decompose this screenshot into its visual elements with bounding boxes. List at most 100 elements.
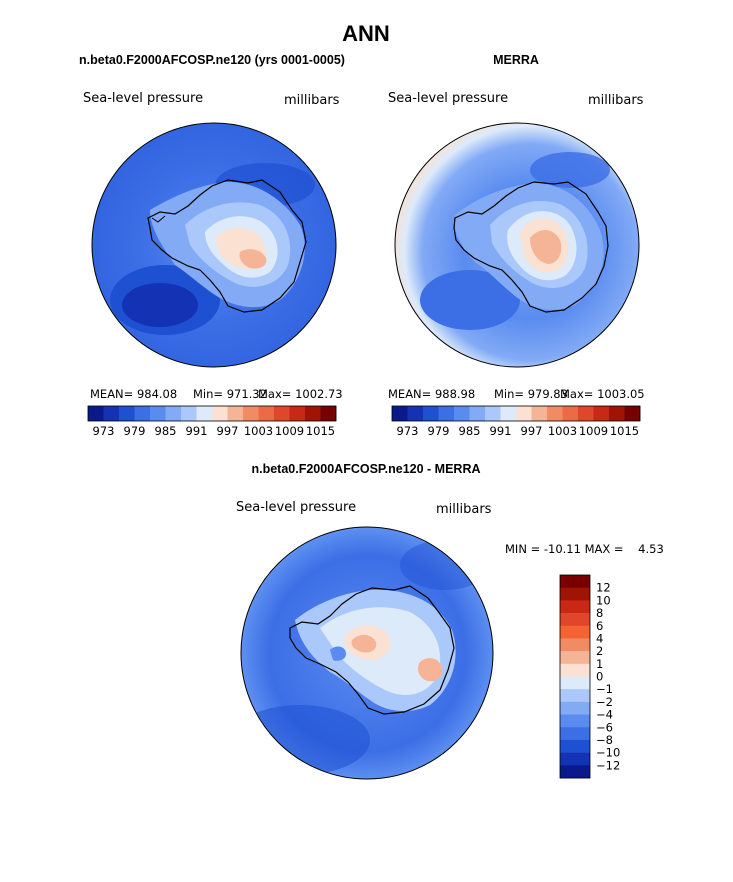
- colorbar-swatch: [407, 406, 424, 421]
- map-model: [92, 123, 336, 367]
- colorbar-swatch: [165, 406, 182, 421]
- colorbar-tick-label: 12: [596, 581, 611, 595]
- panel-model: n.beta0.F2000AFCOSP.ne120 (yrs 0001-0005…: [79, 53, 345, 438]
- colorbar-tick-label: 985: [459, 424, 481, 438]
- colorbar-tick-label: 1003: [244, 424, 273, 438]
- colorbar-swatch: [560, 765, 590, 779]
- panel-diff-minmax: MIN = -10.11 MAX = 4.53: [505, 542, 664, 556]
- colorbar-swatch: [560, 739, 590, 753]
- colorbar-tick-label: 0: [596, 670, 603, 684]
- colorbar-swatch: [423, 406, 439, 421]
- colorbar-swatch: [560, 752, 590, 766]
- colorbar-swatch: [454, 406, 470, 421]
- colorbar-swatch: [500, 406, 517, 421]
- colorbar-swatch: [274, 406, 290, 421]
- colorbar-tick-label: 6: [596, 619, 603, 633]
- colorbar-border: [559, 574, 591, 779]
- colorbar-border: [87, 405, 337, 422]
- colorbar-swatch: [593, 406, 610, 421]
- colorbar-tick-label: 1003: [548, 424, 577, 438]
- colorbar-swatch: [560, 689, 590, 703]
- colorbar-tick-label: −6: [596, 720, 613, 734]
- panel-obs-min: Min= 979.83: [494, 387, 568, 401]
- colorbar-border: [391, 405, 641, 422]
- colorbar-swatch: [305, 406, 321, 421]
- colorbar-swatch: [560, 701, 590, 715]
- colorbar-tick-label: −8: [596, 733, 613, 747]
- colorbar-tick-label: 4: [596, 631, 603, 645]
- panel-model-variable: Sea-level pressure: [83, 91, 203, 106]
- colorbar-tick-label: 1015: [306, 424, 335, 438]
- panel-diff-units: millibars: [436, 502, 492, 517]
- panel-obs-title: MERRA: [493, 53, 539, 67]
- colorbar-tick-label: 973: [93, 424, 115, 438]
- colorbar-tick-label: 979: [428, 424, 450, 438]
- colorbar-tick-label: 2: [596, 644, 603, 658]
- colorbar-swatch: [103, 406, 120, 421]
- colorbar-swatch: [560, 600, 590, 614]
- colorbar-swatch: [560, 676, 590, 690]
- colorbar-swatch: [88, 406, 104, 421]
- colorbar-swatch: [560, 613, 590, 627]
- colorbar-tick-label: −1: [596, 682, 613, 696]
- colorbar-swatch: [562, 406, 579, 421]
- colorbar-tick-label: 985: [155, 424, 177, 438]
- colorbar-swatch: [134, 406, 151, 421]
- colorbar-swatch: [560, 587, 590, 601]
- panel-model-min: Min= 971.32: [193, 387, 267, 401]
- panel-obs-mean: MEAN= 988.98: [388, 387, 475, 401]
- colorbar-swatch: [560, 575, 590, 588]
- colorbar-swatch: [243, 406, 259, 421]
- colorbar-tick-label: 1: [596, 657, 603, 671]
- colorbar-obs: 973 979 985 991 997 1003 1009 1015: [391, 405, 641, 438]
- colorbar-tick-label: 10: [596, 593, 611, 607]
- colorbar-swatch: [289, 406, 306, 421]
- panel-model-mean: MEAN= 984.08: [90, 387, 177, 401]
- panel-obs-variable: Sea-level pressure: [388, 91, 508, 106]
- colorbar-model: 973 979 985 991 997 1003 1009 1015: [87, 405, 337, 438]
- panel-model-max: Max= 1002.73: [258, 387, 343, 401]
- colorbar-swatch: [624, 406, 641, 421]
- panel-obs-units: millibars: [588, 93, 644, 108]
- colorbar-swatch: [560, 625, 590, 639]
- panel-diff-variable: Sea-level pressure: [236, 500, 356, 515]
- panel-diff: n.beta0.F2000AFCOSP.ne120 - MERRA Sea-le…: [236, 462, 664, 780]
- colorbar-swatch: [438, 406, 455, 421]
- panel-model-title: n.beta0.F2000AFCOSP.ne120 (yrs 0001-0005…: [79, 53, 345, 67]
- colorbar-swatch: [547, 406, 563, 421]
- colorbar-tick-label: 1015: [610, 424, 639, 438]
- colorbar-swatch: [560, 714, 590, 728]
- colorbar-swatch: [609, 406, 625, 421]
- colorbar-tick-label: 991: [490, 424, 512, 438]
- colorbar-swatch: [227, 406, 244, 421]
- colorbar-swatch: [560, 638, 590, 652]
- colorbar-tick-label: 973: [397, 424, 419, 438]
- colorbar-tick-label: 1009: [275, 424, 304, 438]
- panel-diff-title: n.beta0.F2000AFCOSP.ne120 - MERRA: [251, 462, 480, 476]
- colorbar-swatch: [560, 663, 590, 677]
- panel-obs: MERRA Sea-level pressure millibars MEAN=…: [388, 53, 645, 438]
- panel-obs-max: Max= 1003.05: [560, 387, 645, 401]
- colorbar-swatch: [119, 406, 135, 421]
- colorbar-swatch: [181, 406, 197, 421]
- colorbar-swatch: [485, 406, 501, 421]
- colorbar-tick-label: 8: [596, 606, 603, 620]
- colorbar-tick-label: 997: [217, 424, 239, 438]
- colorbar-tick-label: −10: [596, 746, 620, 760]
- colorbar-tick-label: −12: [596, 758, 620, 772]
- colorbar-swatch: [258, 406, 275, 421]
- colorbar-tick-label: 1009: [579, 424, 608, 438]
- colorbar-swatch: [578, 406, 594, 421]
- colorbar-swatch: [320, 406, 337, 421]
- colorbar-swatch: [560, 651, 590, 665]
- colorbar-swatch: [531, 406, 548, 421]
- map-obs: [395, 123, 639, 367]
- panel-model-units: millibars: [284, 93, 340, 108]
- antarctica-coastline: [147, 179, 307, 313]
- colorbar-swatch: [392, 406, 408, 421]
- colorbar-tick-label: 979: [124, 424, 146, 438]
- colorbar-swatch: [469, 406, 486, 421]
- colorbar-swatch: [212, 406, 228, 421]
- colorbar-tick-label: −2: [596, 695, 613, 709]
